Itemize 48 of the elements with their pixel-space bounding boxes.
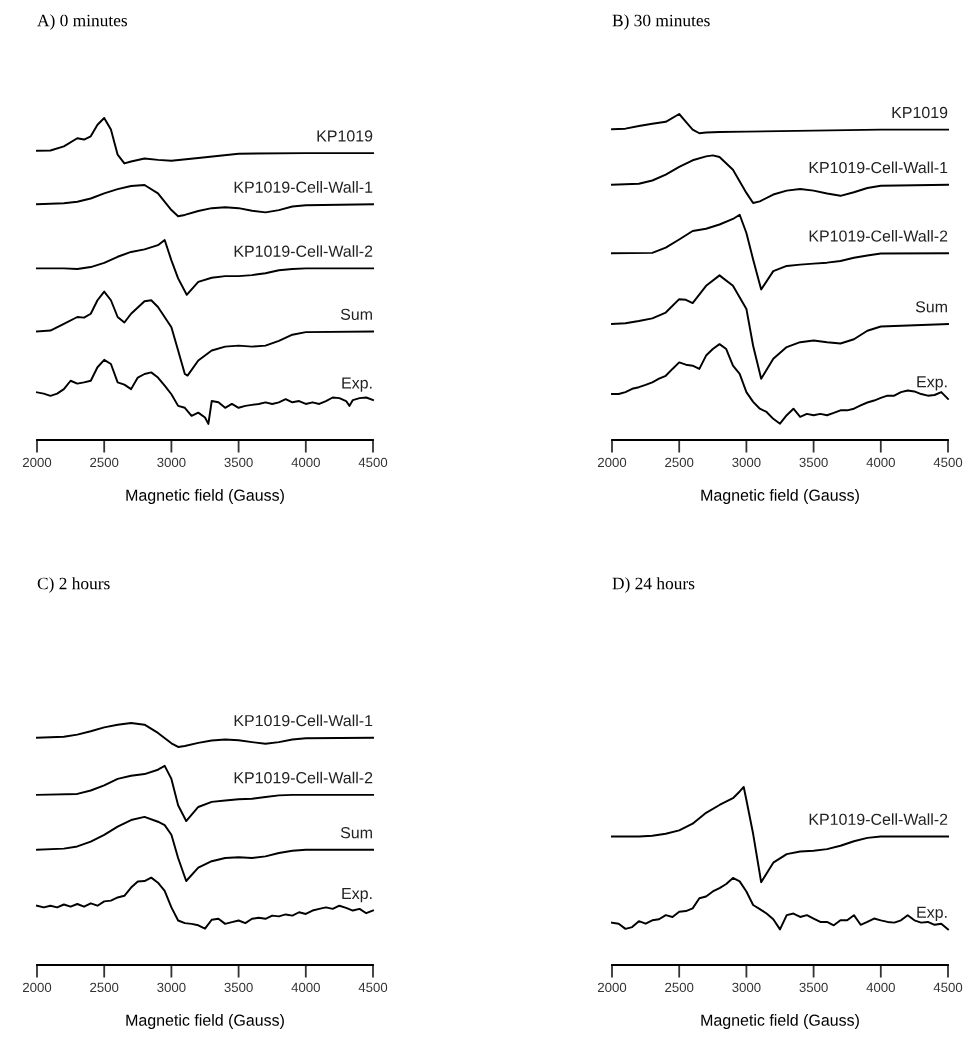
x-tick-label: 2500 — [665, 982, 694, 993]
x-tick-label: 2000 — [22, 457, 52, 468]
x-tick-label: 4000 — [866, 457, 895, 468]
x-tick-label: 3500 — [799, 982, 828, 993]
series-label: KP1019-Cell-Wall-1 — [809, 161, 948, 174]
series-label: Sum — [340, 827, 372, 839]
series-label: KP1019-Cell-Wall-2 — [234, 245, 373, 257]
x-tick-label: 3500 — [224, 457, 253, 468]
series-label: KP1019 — [317, 130, 373, 142]
x-tick-label: 4000 — [866, 982, 895, 993]
chart-title: C) 2 hours — [37, 577, 110, 593]
series-label: Exp. — [342, 887, 372, 903]
x-tick-label: 2000 — [22, 982, 52, 993]
series-label: KP1019-Cell-Wall-2 — [234, 771, 373, 784]
x-axis-title: Magnetic field (Gauss) — [126, 489, 284, 504]
series-label: KP1019-Cell-Wall-2 — [809, 229, 948, 242]
series-label: Exp. — [917, 376, 947, 391]
x-axis-title: Magnetic field (Gauss) — [701, 1014, 859, 1029]
x-tick-label: 3500 — [799, 457, 828, 468]
x-tick-label: 4500 — [358, 457, 388, 468]
x-axis-title: Magnetic field (Gauss) — [126, 1014, 284, 1029]
x-tick-label: 3500 — [224, 982, 253, 993]
x-tick-label: 4500 — [358, 982, 388, 993]
x-tick-label: 2000 — [597, 457, 627, 468]
x-axis-title: Magnetic field (Gauss) — [701, 489, 859, 504]
x-tick-label: 3000 — [157, 982, 186, 993]
chart-title: A) 0 minutes — [37, 14, 128, 30]
x-tick-label: 2500 — [90, 982, 119, 993]
series-label: Exp. — [342, 377, 372, 392]
x-tick-label: 4000 — [291, 982, 320, 993]
chart-title: B) 30 minutes — [612, 14, 710, 30]
series-label: Exp. — [917, 906, 947, 922]
x-tick-label: 4500 — [933, 982, 963, 993]
x-tick-label: 2000 — [597, 982, 627, 993]
series-label: KP1019-Cell-Wall-1 — [234, 181, 373, 193]
x-tick-label: 4500 — [933, 457, 963, 468]
series-label: KP1019-Cell-Wall-1 — [234, 714, 373, 727]
x-tick-label: 3000 — [732, 457, 761, 468]
x-tick-label: 4000 — [291, 457, 320, 468]
x-tick-label: 2500 — [665, 457, 694, 468]
x-tick-label: 2500 — [90, 457, 119, 468]
series-label: KP1019 — [892, 106, 948, 119]
series-label: Sum — [340, 308, 372, 320]
x-tick-label: 3000 — [732, 982, 761, 993]
series-label: KP1019-Cell-Wall-2 — [809, 813, 948, 825]
series-label: Sum — [915, 301, 947, 313]
x-tick-label: 3000 — [157, 457, 186, 468]
chart-title: D) 24 hours — [612, 577, 695, 593]
